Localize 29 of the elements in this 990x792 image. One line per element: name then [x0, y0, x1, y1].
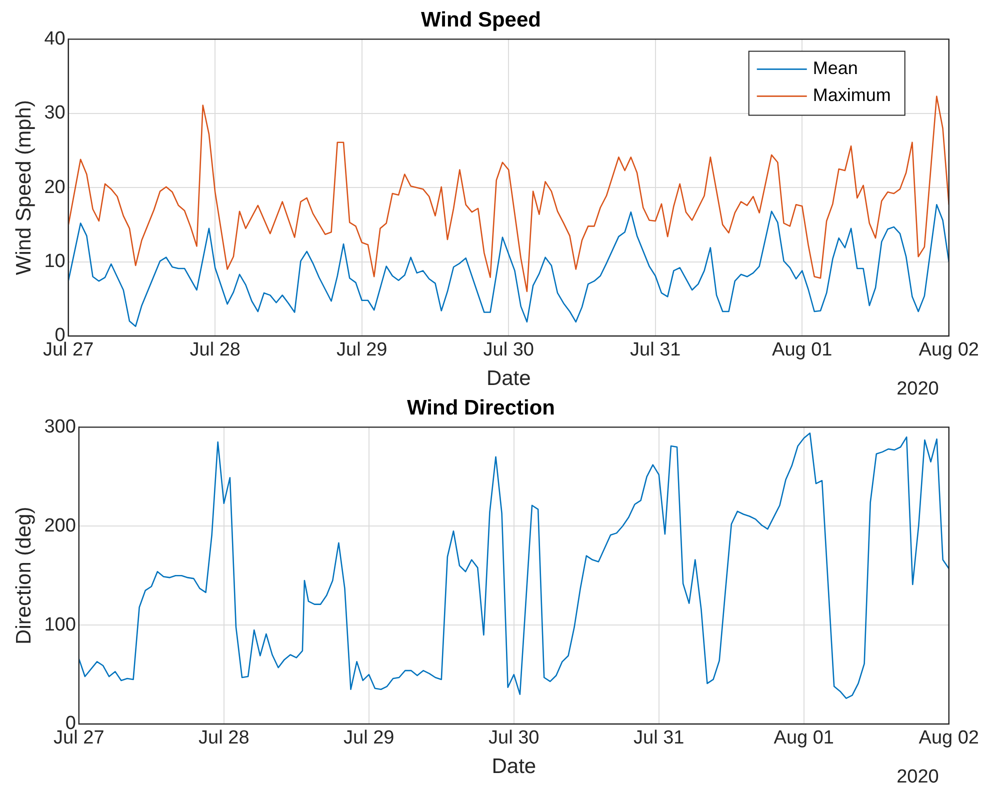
y-axis-title: Direction (deg) — [12, 506, 36, 644]
text: 2020 — [896, 766, 939, 788]
y-tick-label: 30 — [44, 102, 66, 124]
chart-title: Wind Direction — [407, 396, 555, 420]
y-tick-label: 300 — [44, 416, 76, 438]
x-tick-label: Aug 01 — [774, 728, 834, 749]
x-tick-label: Jul 31 — [634, 728, 684, 749]
x-tick-label: Jul 31 — [630, 340, 681, 361]
y-tick-label: 100 — [44, 614, 76, 636]
y-axis-title: Wind Speed (mph) — [12, 100, 36, 276]
y-tick-label: 200 — [44, 515, 76, 536]
y-tick-label: 40 — [44, 28, 66, 50]
x-tick-label: Jul 29 — [336, 340, 388, 361]
legend-label: Maximum — [812, 85, 891, 106]
x-tick-label: Jul 28 — [190, 340, 240, 361]
legend-label: Mean — [812, 58, 858, 78]
x-axis-title: Date — [486, 367, 531, 390]
x-tick-label: Aug 01 — [772, 340, 832, 361]
x-tick-label: Jul 29 — [344, 728, 394, 749]
text: 2020 — [896, 378, 939, 400]
x-tick-label: Jul 30 — [488, 728, 540, 749]
x-tick-label: Aug 02 — [918, 728, 980, 749]
chart-title: Wind Speed — [421, 8, 541, 32]
x-tick-label: Jul 28 — [198, 728, 250, 749]
x-tick-label: Jul 30 — [483, 340, 534, 361]
x-tick-label: Aug 02 — [918, 340, 980, 361]
y-tick-label: 20 — [44, 176, 66, 198]
y-tick-label: 10 — [44, 251, 66, 272]
x-axis-title: Date — [492, 755, 536, 778]
